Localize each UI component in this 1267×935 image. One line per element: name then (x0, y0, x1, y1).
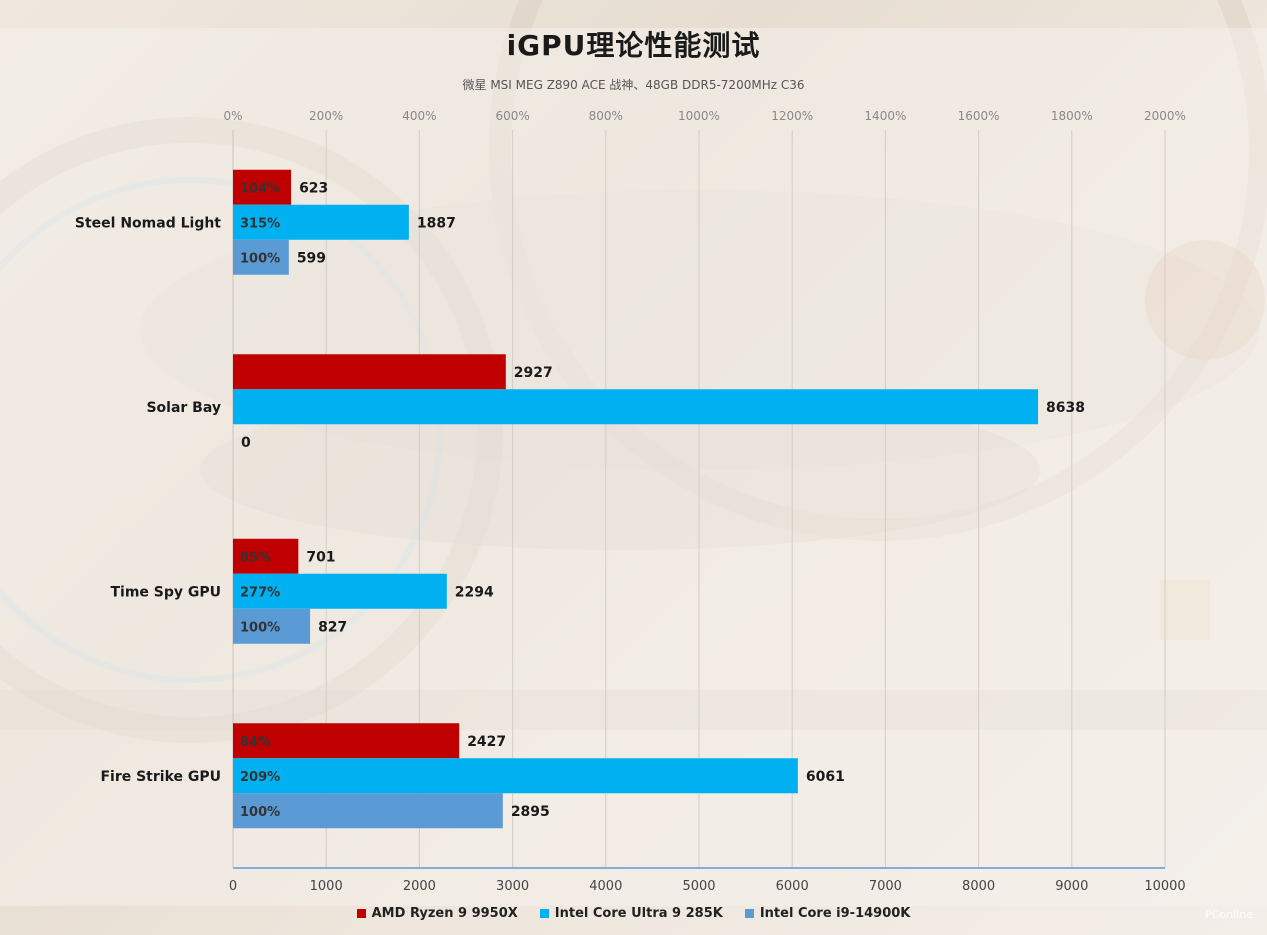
bar-percent-label: 209% (240, 770, 280, 785)
bar-value-label: 1887 (417, 215, 456, 231)
secondary-x-tick-label: 2000% (1144, 109, 1186, 123)
bar-value-label: 8638 (1046, 400, 1085, 416)
chart-legend: AMD Ryzen 9 9950X Intel Core Ultra 9 285… (0, 906, 1267, 921)
secondary-x-tick-label: 1000% (678, 109, 720, 123)
secondary-x-tick-label: 400% (402, 109, 436, 123)
category-label: Steel Nomad Light (75, 215, 221, 231)
bar (233, 608, 311, 644)
bar-value-label: 0 (241, 435, 251, 451)
secondary-x-tick-label: 1800% (1051, 109, 1093, 123)
x-tick-label: 5000 (682, 879, 715, 894)
bar-value-label: 2895 (511, 804, 550, 820)
bar (233, 538, 299, 574)
bar-value-label: 599 (297, 250, 326, 266)
bar-value-label: 6061 (806, 769, 845, 785)
chart-subtitle: 微星 MSI MEG Z890 ACE 战神、48GB DDR5-7200MHz… (462, 78, 805, 92)
x-tick-label: 8000 (962, 879, 995, 894)
x-tick-label: 6000 (776, 879, 809, 894)
bar-value-label: 623 (299, 180, 328, 196)
watermark: PConline (1205, 908, 1253, 921)
secondary-x-tick-label: 800% (589, 109, 623, 123)
secondary-x-tick-label: 1400% (864, 109, 906, 123)
x-tick-label: 4000 (589, 879, 622, 894)
category-label: Fire Strike GPU (100, 769, 221, 785)
x-tick-label: 1000 (310, 879, 343, 894)
bar-percent-label: 100% (240, 805, 280, 820)
x-tick-label: 10000 (1144, 879, 1185, 894)
bar (233, 573, 447, 609)
legend-label-ultra: Intel Core Ultra 9 285K (554, 906, 723, 921)
bar (233, 758, 798, 794)
bar-percent-label: 100% (240, 251, 280, 266)
category-label: Solar Bay (146, 400, 221, 416)
bar (233, 204, 409, 240)
legend-swatch-i9 (744, 909, 754, 918)
bar (233, 793, 503, 829)
bar-value-label: 2427 (467, 734, 506, 750)
legend-swatch-amd (356, 909, 366, 918)
secondary-x-tick-label: 600% (495, 109, 529, 123)
legend-label-amd: AMD Ryzen 9 9950X (371, 906, 518, 921)
bar-percent-label: 100% (240, 620, 280, 635)
legend-label-i9: Intel Core i9-14900K (759, 906, 911, 921)
x-tick-label: 3000 (496, 879, 529, 894)
bar (233, 239, 289, 275)
bar (233, 723, 460, 759)
bar (233, 389, 1039, 425)
legend-swatch-ultra (539, 909, 549, 918)
bar-percent-label: 277% (240, 585, 280, 600)
x-tick-label: 0 (229, 879, 237, 894)
bar-value-label: 2927 (514, 365, 553, 381)
legend-item-ultra: Intel Core Ultra 9 285K (539, 906, 723, 921)
x-tick-label: 7000 (869, 879, 902, 894)
bar (233, 354, 506, 390)
bar-value-label: 701 (306, 549, 335, 565)
secondary-x-tick-label: 200% (309, 109, 343, 123)
bar-percent-label: 315% (240, 216, 280, 231)
x-tick-label: 2000 (403, 879, 436, 894)
chart-title: iGPU理论性能测试 (506, 29, 761, 62)
bar (233, 169, 292, 205)
bar-value-label: 827 (318, 619, 347, 635)
legend-item-i9: Intel Core i9-14900K (744, 906, 911, 921)
category-label: Time Spy GPU (110, 584, 221, 600)
bar-percent-label: 85% (240, 550, 271, 565)
bar-percent-label: 104% (240, 181, 280, 196)
bar-percent-label: 84% (240, 735, 271, 750)
secondary-x-tick-label: 0% (223, 109, 242, 123)
secondary-x-tick-label: 1600% (958, 109, 1000, 123)
bar-value-label: 2294 (455, 584, 494, 600)
legend-item-amd: AMD Ryzen 9 9950X (356, 906, 518, 921)
secondary-x-tick-label: 1200% (771, 109, 813, 123)
x-tick-label: 9000 (1055, 879, 1088, 894)
